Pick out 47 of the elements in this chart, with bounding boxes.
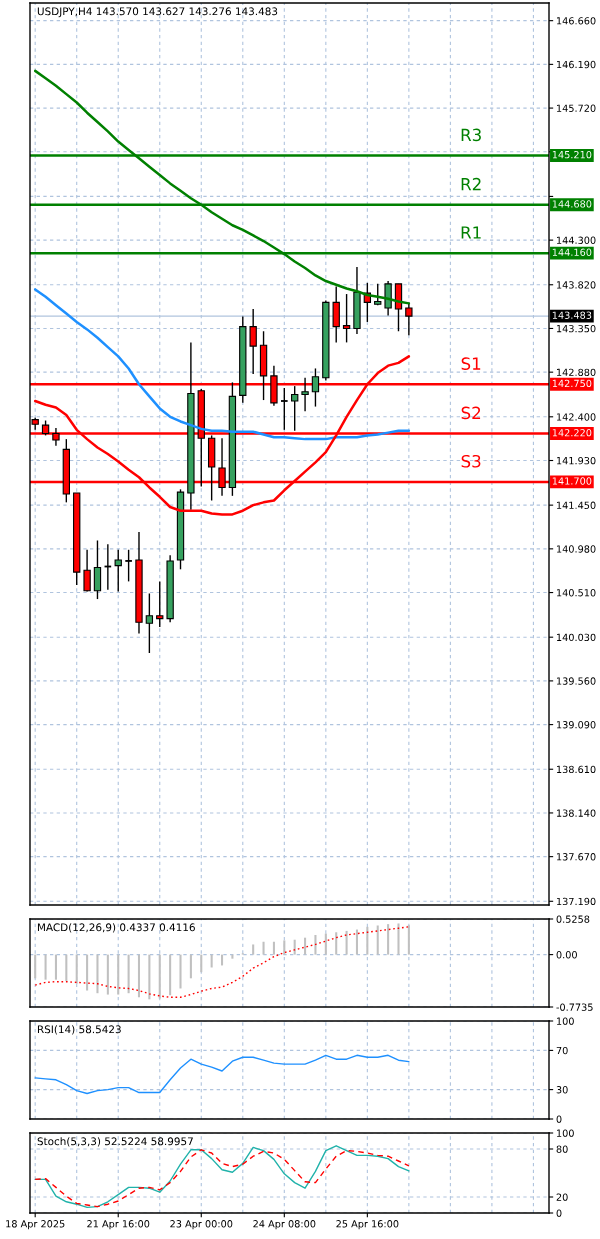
y-tick-label: -0.7735: [556, 1003, 593, 1011]
bar: [127, 954, 130, 994]
bar: [252, 944, 255, 955]
chart-title: Stoch(5,3,3) 52.5224 58.9957: [37, 1137, 193, 1147]
y-tick-label: 0.5258: [556, 915, 590, 923]
chart-title: MACD(12,26,9) 0.4337 0.4116: [37, 923, 195, 933]
bar: [44, 954, 47, 980]
y-tick-label: 0.00: [556, 951, 577, 959]
bar: [407, 925, 410, 955]
bar: [376, 925, 379, 955]
chart-title: RSI(14) 58.5423: [37, 1025, 121, 1035]
y-tick-label: 100: [557, 1017, 574, 1025]
y-tick-label: 30: [556, 1086, 568, 1094]
y-tick-label: 0: [556, 1115, 562, 1123]
bar: [34, 954, 37, 979]
bar: [189, 954, 192, 979]
bar: [314, 934, 317, 955]
bar: [54, 954, 57, 980]
y-tick-label: 20: [556, 1193, 568, 1201]
y-tick-label: 80: [556, 1145, 568, 1153]
bar: [148, 954, 151, 1000]
bar: [179, 954, 182, 989]
x-tick-label: 24 Apr 08:00: [253, 1220, 316, 1230]
x-tick-label: 18 Apr 2025: [6, 1220, 65, 1230]
bar: [137, 954, 141, 998]
y-tick-label: 70: [556, 1046, 568, 1055]
bar: [86, 954, 89, 991]
bar: [272, 941, 275, 955]
x-tick-label: 25 Apr 16:00: [336, 1220, 399, 1230]
line-series: [34, 1054, 410, 1095]
y-tick-label: 0: [556, 1209, 562, 1217]
bar: [397, 923, 400, 955]
bar: [65, 954, 68, 982]
bar: [293, 939, 296, 955]
bar: [169, 954, 172, 996]
bar: [355, 929, 359, 955]
bar: [96, 954, 99, 994]
bar: [335, 932, 338, 955]
bar: [387, 924, 390, 955]
x-tick-label: 23 Apr 00:00: [170, 1220, 233, 1230]
bar: [304, 937, 307, 955]
x-tick-label: 21 Apr 16:00: [87, 1220, 150, 1230]
bar: [262, 941, 265, 955]
y-tick-label: 100: [557, 1129, 574, 1137]
bar: [345, 930, 348, 955]
bar: [220, 954, 224, 966]
bar: [106, 954, 109, 995]
